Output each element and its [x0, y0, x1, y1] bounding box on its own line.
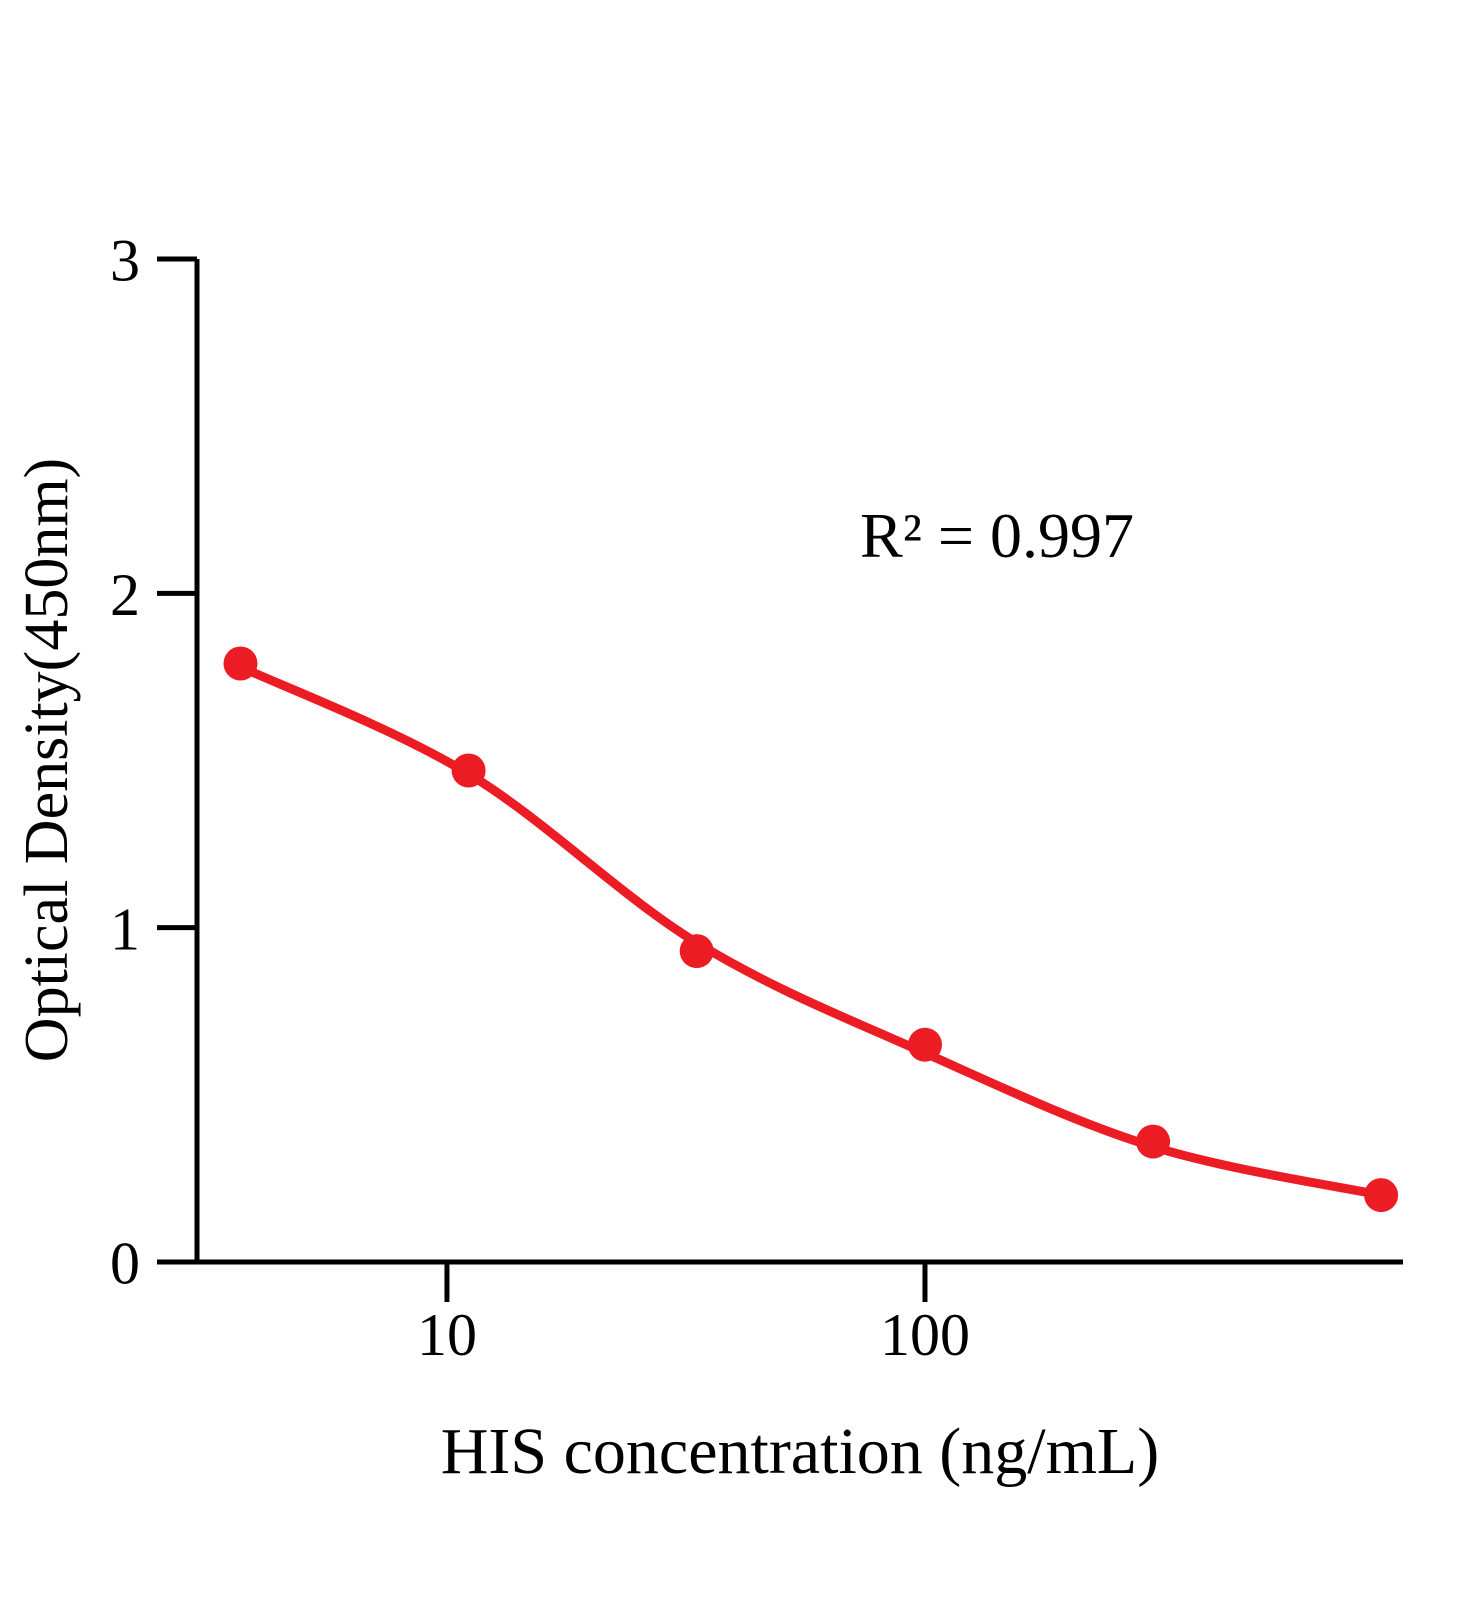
fit-curve-path [236, 662, 1386, 1200]
r-squared-annotation: R² = 0.997 [860, 500, 1134, 571]
x-tick-label: 100 [880, 1302, 970, 1368]
data-point [223, 646, 258, 681]
data-points [223, 646, 1399, 1213]
x-axis-title: HIS concentration (ng/mL) [441, 1415, 1159, 1488]
data-point [908, 1027, 942, 1062]
y-tick-label: 1 [110, 896, 140, 962]
y-tick-label: 0 [110, 1231, 140, 1297]
data-point [679, 934, 714, 969]
axes: 0 1 2 3 10 100 [110, 228, 1403, 1368]
x-axis-ticks: 10 100 [417, 1262, 970, 1368]
axis-lines [194, 259, 1403, 1265]
y-axis-ticks: 0 1 2 3 [110, 228, 197, 1297]
y-tick-label: 2 [110, 562, 140, 628]
fit-curve [236, 662, 1386, 1200]
data-point [1364, 1178, 1399, 1213]
y-tick-label: 3 [110, 228, 140, 294]
y-axis-title: Optical Density(450nm) [13, 458, 81, 1062]
data-point [451, 753, 486, 788]
data-point [1136, 1124, 1171, 1159]
x-tick-label: 10 [417, 1302, 477, 1368]
